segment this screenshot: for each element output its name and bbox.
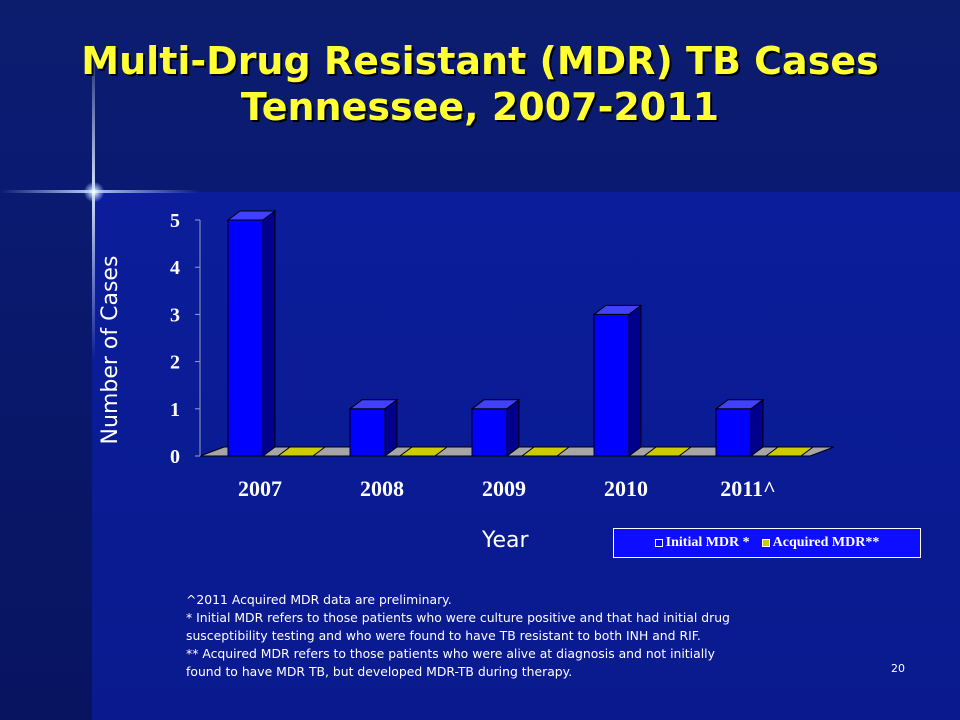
title-line-2: Tennessee, 2007-2011 bbox=[240, 85, 720, 129]
bar bbox=[642, 446, 693, 457]
title-line-1: Multi-Drug Resistant (MDR) TB Cases bbox=[81, 39, 879, 83]
x-tick-label: 2009 bbox=[482, 476, 526, 501]
legend-swatch-acquired bbox=[761, 539, 770, 547]
footnote-line: susceptibility testing and who were foun… bbox=[186, 628, 701, 643]
slide-title: Multi-Drug Resistant (MDR) TB Cases Tenn… bbox=[0, 38, 960, 130]
lens-flare-center bbox=[84, 182, 104, 202]
legend-item-initial: Initial MDR * bbox=[654, 535, 750, 551]
footnote-line: * Initial MDR refers to those patients w… bbox=[186, 610, 730, 625]
y-tick-label: 4 bbox=[170, 257, 180, 279]
bar bbox=[520, 446, 571, 457]
legend-swatch-initial bbox=[654, 539, 663, 547]
legend-item-acquired: Acquired MDR** bbox=[761, 535, 880, 551]
bar-side bbox=[628, 304, 642, 457]
footnotes: ^2011 Acquired MDR data are preliminary.… bbox=[186, 591, 826, 681]
bar bbox=[349, 408, 386, 457]
y-tick-label: 1 bbox=[170, 399, 180, 421]
footnote-line: ^2011 Acquired MDR data are preliminary. bbox=[186, 592, 452, 607]
x-tick-label: 2010 bbox=[604, 476, 648, 501]
y-tick-label: 2 bbox=[170, 352, 180, 374]
bar-side bbox=[384, 398, 398, 457]
x-tick-label: 2007 bbox=[238, 476, 282, 501]
footnote-line: ** Acquired MDR refers to those patients… bbox=[186, 646, 715, 661]
bar bbox=[715, 408, 752, 457]
footnote-line: found to have MDR TB, but developed MDR-… bbox=[186, 664, 573, 679]
x-axis-label: Year bbox=[482, 528, 529, 553]
bar bbox=[471, 408, 508, 457]
legend-label-initial: Initial MDR * bbox=[665, 535, 750, 550]
bar bbox=[593, 313, 630, 457]
page-number: 20 bbox=[891, 662, 905, 675]
bar bbox=[398, 446, 449, 457]
y-tick-label: 3 bbox=[170, 304, 180, 326]
y-tick-label: 0 bbox=[170, 446, 180, 468]
y-tick-label: 5 bbox=[170, 210, 180, 232]
bar bbox=[227, 219, 264, 457]
x-tick-label: 2008 bbox=[360, 476, 404, 501]
bar bbox=[764, 446, 815, 457]
bar-side bbox=[506, 398, 520, 457]
legend-label-acquired: Acquired MDR** bbox=[772, 535, 880, 550]
bar-side bbox=[750, 398, 764, 457]
chart-legend: Initial MDR * Acquired MDR** bbox=[613, 528, 921, 558]
x-tick-label: 2011^ bbox=[720, 476, 776, 501]
bar-side bbox=[262, 210, 276, 457]
left-band bbox=[0, 192, 92, 720]
title-band bbox=[0, 0, 960, 192]
bar bbox=[276, 446, 327, 457]
